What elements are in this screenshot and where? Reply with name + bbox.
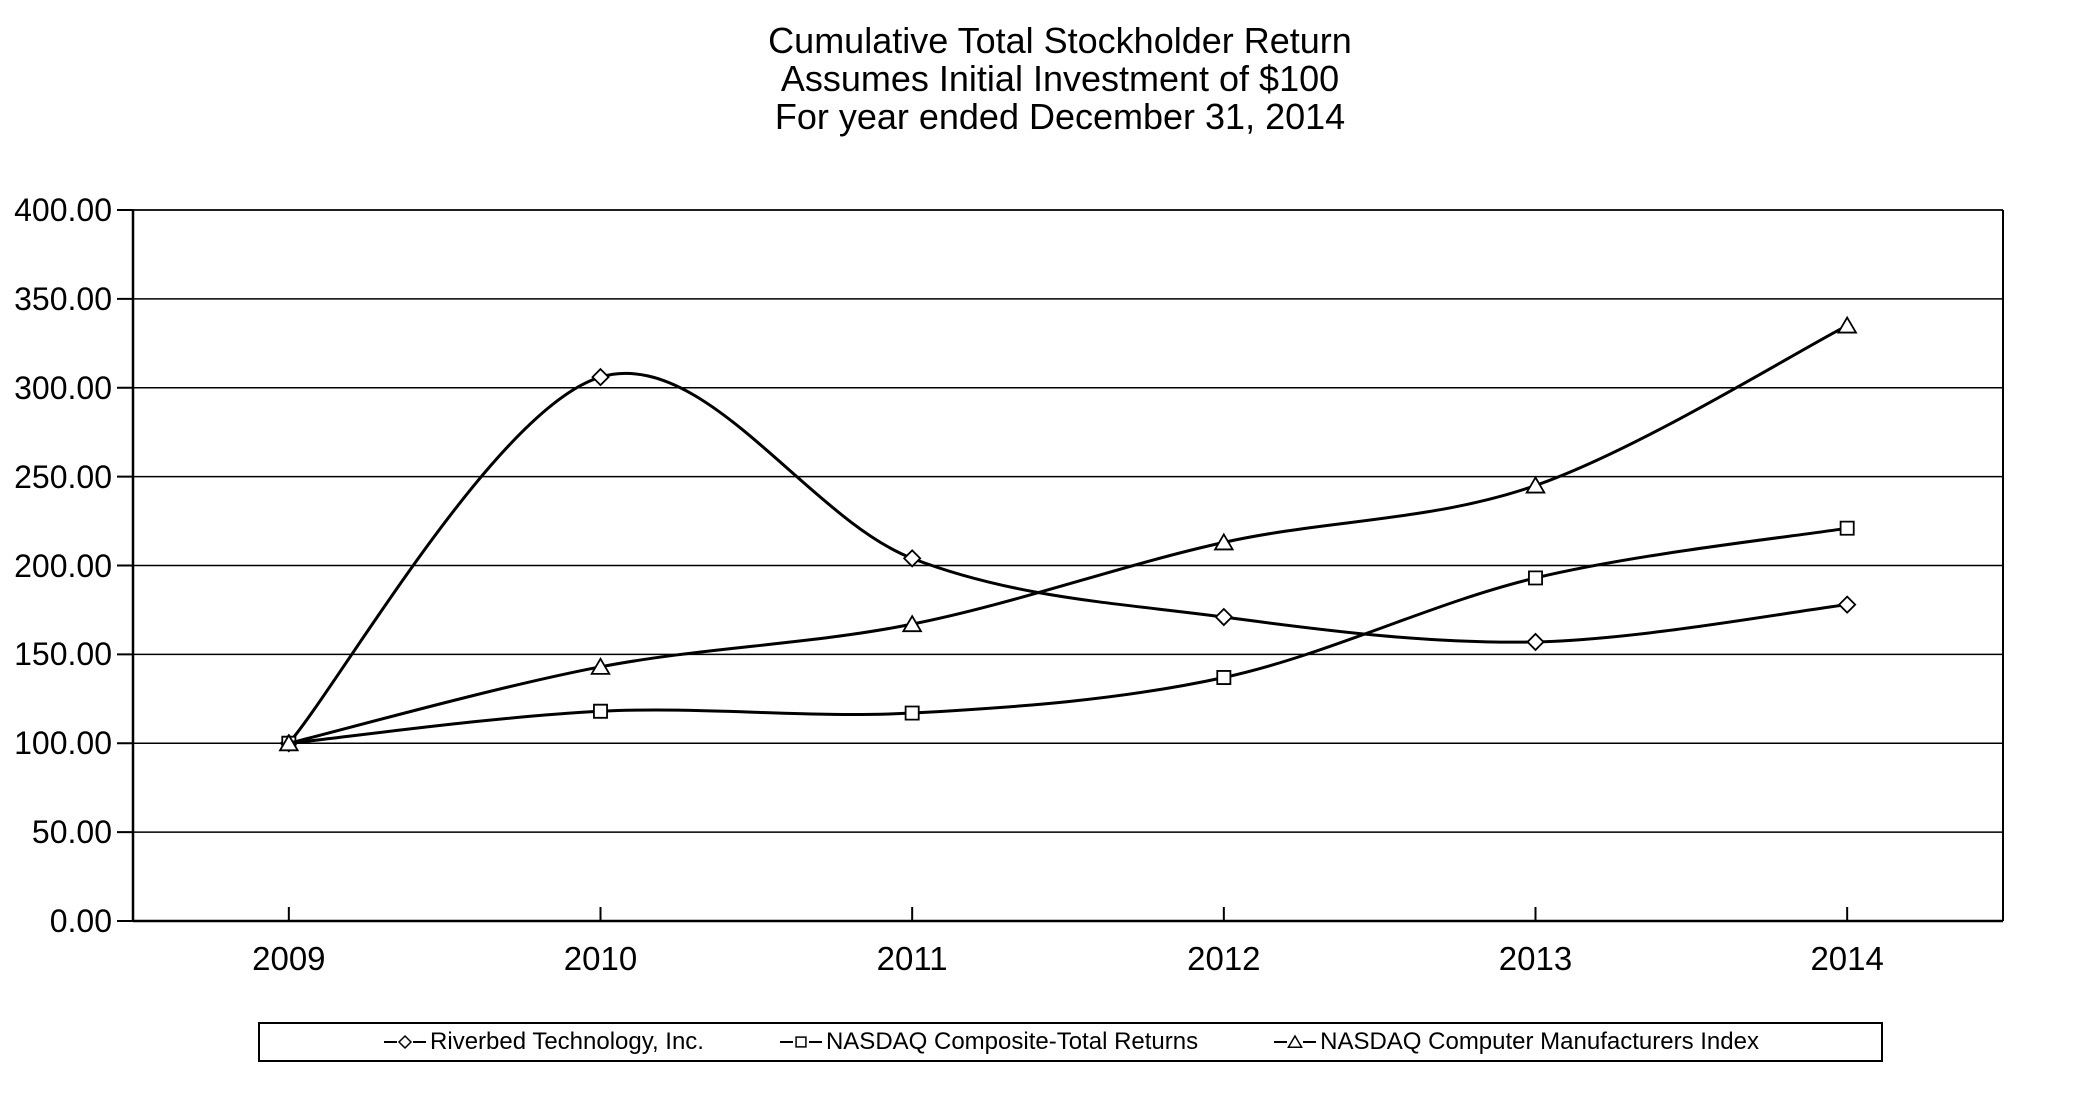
y-axis-tick-label: 200.00: [14, 547, 112, 584]
x-axis-tick-label: 2009: [252, 940, 326, 977]
legend-item: NASDAQ Computer Manufacturers Index: [1272, 1030, 1759, 1054]
diamond-marker-icon: [1837, 595, 1857, 614]
diamond-marker-icon: [591, 367, 610, 387]
square-marker-icon: [779, 1036, 822, 1048]
triangle-marker-icon: [1213, 532, 1235, 551]
x-axis-tick-label: 2011: [876, 940, 948, 977]
chart-title: Cumulative Total Stockholder Return Assu…: [20, 22, 2100, 136]
series-line-triangle: [288, 324, 1848, 745]
y-axis-tick-label: 400.00: [14, 192, 112, 228]
square-marker-icon: [1839, 520, 1855, 536]
triangle-marker-icon: [1274, 1034, 1317, 1049]
y-axis-tick-label: 250.00: [14, 458, 112, 495]
chart-title-line-3: For year ended December 31, 2014: [774, 96, 1346, 137]
series-line-square: [288, 526, 1848, 745]
y-axis-tick-label: 100.00: [14, 725, 112, 762]
diamond-marker-icon: [1214, 607, 1234, 627]
x-axis-tick-label: 2014: [1810, 940, 1884, 977]
y-axis-tick-label: 350.00: [14, 280, 112, 317]
diamond-marker-icon: [902, 549, 922, 568]
series-line-diamond: [287, 372, 1848, 745]
legend-label: Riverbed Technology, Inc.: [430, 1028, 704, 1055]
square-marker-icon: [904, 705, 920, 721]
y-axis-tick-label: 300.00: [14, 369, 112, 406]
square-marker-icon: [1528, 570, 1543, 586]
triangle-marker-icon: [278, 733, 300, 752]
y-axis-tick-label: 0.00: [49, 903, 112, 939]
diamond-marker-icon: [1526, 632, 1545, 652]
legend-item: Riverbed Technology, Inc.: [382, 1030, 704, 1054]
y-axis-tick-label: 50.00: [31, 814, 112, 851]
triangle-marker-icon: [1525, 475, 1546, 494]
chart-title-line-2: Assumes Initial Investment of $100: [780, 58, 1340, 99]
triangle-marker-icon: [901, 614, 923, 633]
triangle-marker-icon: [590, 657, 611, 675]
y-axis-tick-label: 150.00: [14, 636, 112, 673]
triangle-marker-icon: [1836, 315, 1858, 334]
diamond-marker-icon: [384, 1034, 427, 1050]
chart-title-line-1: Cumulative Total Stockholder Return: [768, 20, 1352, 61]
legend: Riverbed Technology, Inc. NASDAQ Composit…: [258, 1022, 1883, 1062]
square-marker-icon: [593, 703, 608, 719]
x-axis-tick-label: 2012: [1187, 940, 1261, 977]
legend-label: NASDAQ Computer Manufacturers Index: [1320, 1028, 1759, 1055]
square-marker-icon: [1216, 670, 1232, 685]
legend-label: NASDAQ Composite-Total Returns: [825, 1028, 1199, 1055]
legend-item: NASDAQ Composite-Total Returns: [778, 1030, 1198, 1054]
x-axis-tick-label: 2013: [1498, 940, 1573, 977]
x-axis-tick-label: 2010: [563, 940, 638, 977]
